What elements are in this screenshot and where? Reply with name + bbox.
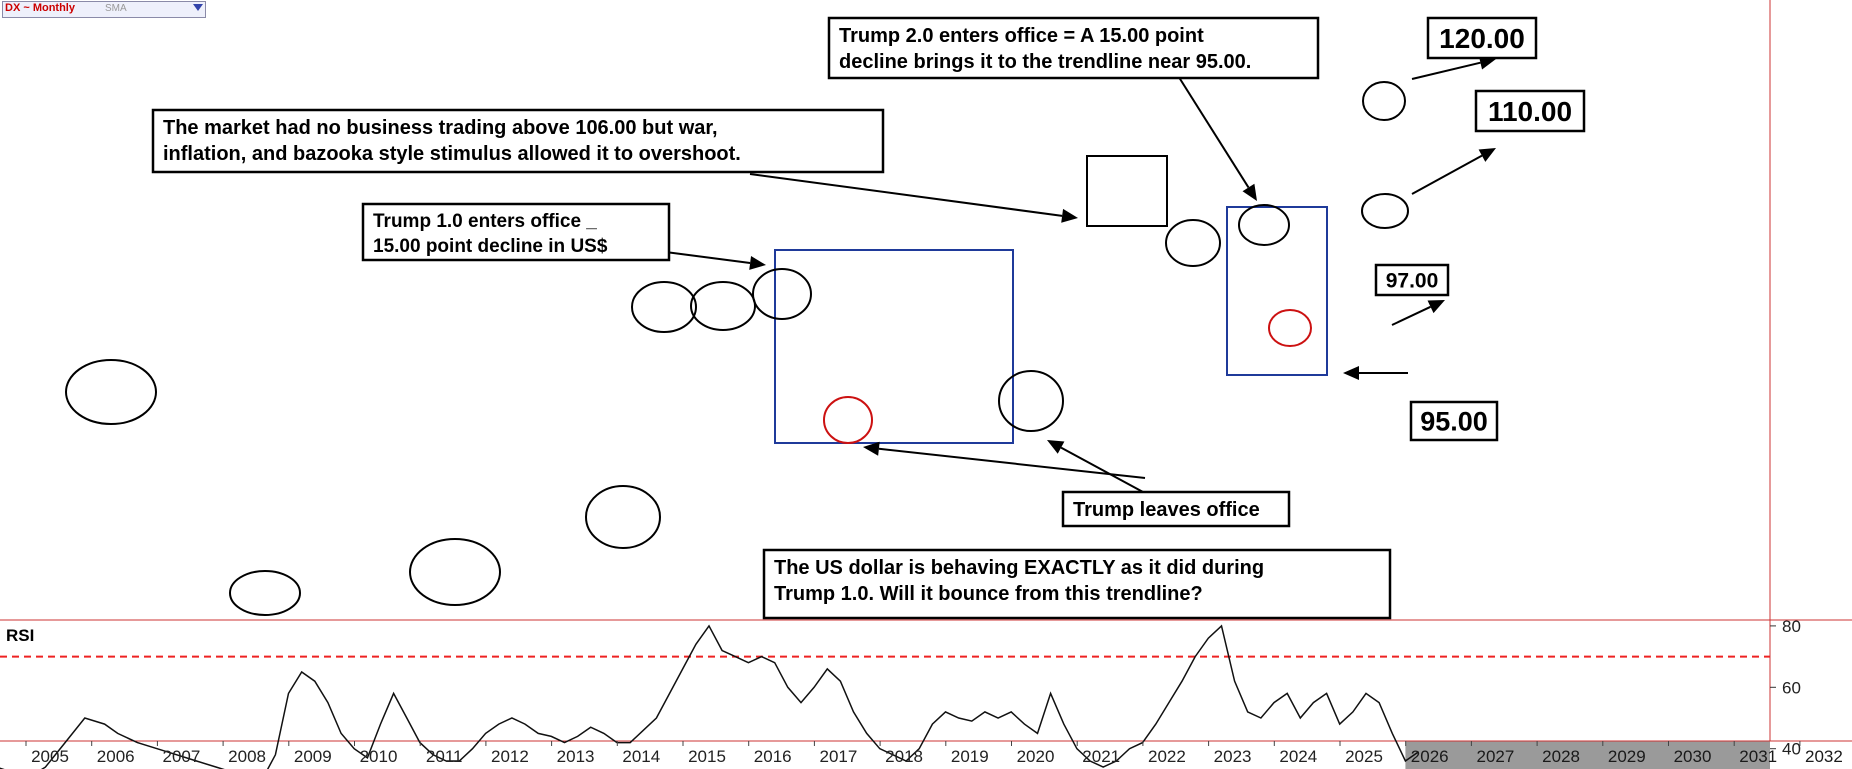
time-tick-label: 2005 bbox=[31, 747, 69, 766]
annotation-line: Trump 1.0. Will it bounce from this tren… bbox=[774, 583, 1203, 605]
time-tick-label: 2007 bbox=[162, 747, 200, 766]
circle-marker bbox=[409, 538, 501, 606]
annotation-exactly: The US dollar is behaving EXACTLY as it … bbox=[762, 548, 1392, 620]
time-tick-label: 2011 bbox=[426, 747, 463, 766]
annotation-arrow bbox=[1411, 148, 1496, 195]
annotation-trump1: Trump 1.0 enters office _ 15.00 point de… bbox=[361, 202, 671, 262]
time-tick-label: 2028 bbox=[1542, 747, 1580, 766]
annotation-line: The market had no business trading above… bbox=[163, 117, 718, 139]
circle-marker bbox=[823, 396, 873, 444]
circle-marker bbox=[1268, 309, 1312, 347]
time-tick-label: 2022 bbox=[1148, 747, 1186, 766]
dropdown-icon[interactable] bbox=[193, 4, 203, 11]
time-tick-label: 2020 bbox=[1017, 747, 1055, 766]
circle-marker bbox=[585, 485, 661, 549]
time-tick-label: 2009 bbox=[294, 747, 332, 766]
annotation-arrow bbox=[863, 441, 1146, 479]
time-tick-label: 2017 bbox=[819, 747, 857, 766]
time-axis: 2005 2006 2007 2008 2009 2010 2011 2012 2013 2014… bbox=[25, 741, 1843, 766]
trump1-box bbox=[774, 249, 1014, 444]
circle-marker bbox=[1361, 193, 1409, 229]
annotation-line: Trump 1.0 enters office _ bbox=[373, 211, 597, 232]
annotation-line: decline brings it to the trendline near … bbox=[839, 51, 1251, 73]
time-tick-label: 2024 bbox=[1279, 747, 1317, 766]
annotation-line: inflation, and bazooka style stimulus al… bbox=[163, 143, 741, 165]
time-tick-label: 2016 bbox=[754, 747, 792, 766]
rsi-tick-label: 80 bbox=[1782, 617, 1801, 636]
annotation-line: The US dollar is behaving EXACTLY as it … bbox=[774, 557, 1264, 579]
annotation-trump2: Trump 2.0 enters office = A 15.00 point d… bbox=[827, 16, 1320, 80]
annotation-arrow bbox=[1169, 62, 1257, 201]
rsi-line bbox=[0, 624, 1420, 769]
circle-marker bbox=[752, 268, 812, 320]
circle-marker bbox=[690, 281, 756, 331]
price-label-97-00: 97.00 bbox=[1374, 263, 1450, 297]
rsi-tick-label: 40 bbox=[1782, 740, 1801, 759]
circle-marker bbox=[1165, 219, 1221, 267]
annotation-line: 15.00 point decline in US$ bbox=[373, 236, 608, 257]
time-tick-label: 2031 bbox=[1739, 747, 1777, 766]
annotation-arrow bbox=[1047, 440, 1144, 493]
price-label-text: 120.00 bbox=[1439, 23, 1525, 54]
price-label-text: 110.00 bbox=[1488, 96, 1572, 127]
time-tick-label: 2015 bbox=[688, 747, 726, 766]
time-tick-label: 2032 bbox=[1805, 747, 1843, 766]
rsi-title: RSI bbox=[6, 626, 34, 645]
chart-toolbar[interactable]: DX ~ Monthly SMA bbox=[2, 1, 206, 18]
annotation-arrow bbox=[1411, 55, 1496, 80]
annotation-leaves: Trump leaves office bbox=[1061, 490, 1291, 528]
circle-marker bbox=[1362, 81, 1406, 121]
annotations: Trump 2.0 enters office = A 15.00 point d… bbox=[151, 16, 1586, 620]
rsi-panel: RSI 40 60 80 bbox=[0, 617, 1801, 769]
annotation-arrow bbox=[749, 173, 1078, 223]
circle-marker bbox=[65, 359, 157, 425]
time-tick-label: 2023 bbox=[1214, 747, 1252, 766]
time-tick-label: 2013 bbox=[557, 747, 595, 766]
time-tick-label: 2029 bbox=[1608, 747, 1646, 766]
time-tick-label: 2010 bbox=[360, 747, 398, 766]
circle-markers bbox=[65, 81, 1409, 616]
time-tick-label: 2018 bbox=[885, 747, 923, 766]
symbol-label: DX ~ Monthly bbox=[5, 2, 75, 14]
time-tick-label: 2008 bbox=[228, 747, 266, 766]
time-tick-label: 2026 bbox=[1411, 747, 1449, 766]
circle-marker bbox=[631, 281, 697, 333]
overshoot-box bbox=[1086, 155, 1168, 227]
time-tick-label: 2014 bbox=[622, 747, 660, 766]
circle-marker bbox=[229, 570, 301, 616]
annotation-overshoot: The market had no business trading above… bbox=[151, 108, 885, 174]
indicator-select[interactable]: SMA bbox=[105, 3, 127, 14]
time-tick-label: 2025 bbox=[1345, 747, 1383, 766]
price-label-text: 97.00 bbox=[1386, 270, 1439, 293]
time-tick-label: 2027 bbox=[1476, 747, 1514, 766]
future-axis-band bbox=[1405, 741, 1770, 769]
circle-marker bbox=[998, 370, 1064, 432]
time-tick-label: 2012 bbox=[491, 747, 529, 766]
annotation-arrow bbox=[1343, 366, 1408, 380]
price-label-text: 95.00 bbox=[1420, 407, 1488, 437]
price-label-110-00: 110.00 bbox=[1474, 89, 1586, 133]
price-label-95-00: 95.00 bbox=[1409, 400, 1499, 442]
time-tick-label: 2019 bbox=[951, 747, 989, 766]
time-tick-label: 2021 bbox=[1082, 747, 1120, 766]
annotation-arrow bbox=[1391, 300, 1445, 326]
circle-marker bbox=[1238, 204, 1290, 246]
price-label-120-00: 120.00 bbox=[1426, 16, 1538, 60]
annotation-line: Trump leaves office bbox=[1073, 499, 1260, 521]
annotation-line: Trump 2.0 enters office = A 15.00 point bbox=[839, 25, 1204, 47]
rsi-tick-label: 60 bbox=[1782, 678, 1801, 697]
highlight-boxes bbox=[774, 155, 1328, 444]
time-tick-label: 2006 bbox=[97, 747, 135, 766]
time-tick-label: 2030 bbox=[1674, 747, 1712, 766]
